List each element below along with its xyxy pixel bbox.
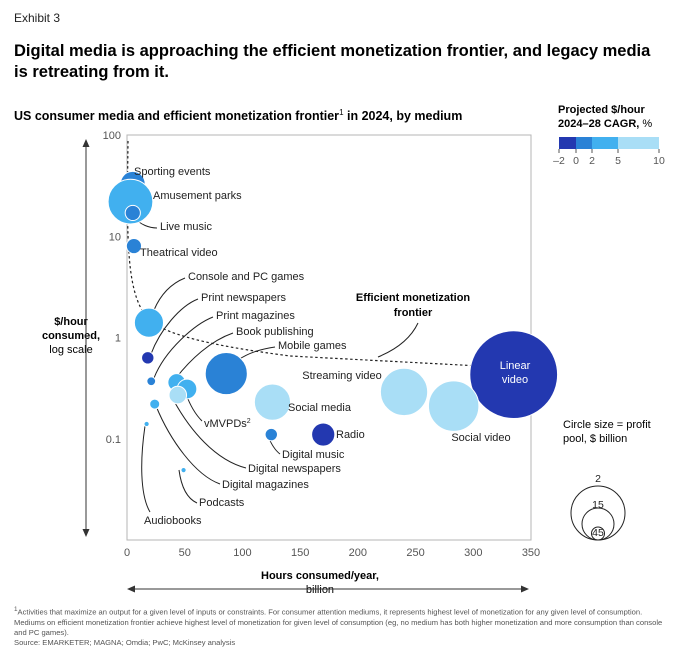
point-label-live-music: Live music [160,221,212,233]
leader-print-newspapers [150,298,199,355]
y-axis-arrow-down [82,529,90,537]
leader-digital-magazines [155,405,221,485]
bubble-mobile-games [204,352,248,396]
point-label-digital-music: Digital music [282,449,345,461]
bubble-digital-music [264,427,278,442]
point-label-social-video: Social video [451,432,510,444]
bubble-linear-video [469,330,559,420]
chart-title: US consumer media and efficient monetiza… [14,108,462,123]
size-legend-label-15: 15 [592,499,604,511]
point-label-mobile-games: Mobile games [278,340,347,352]
footnote: 1Activities that maximize an output for … [14,605,664,648]
frontier-leader [377,322,419,358]
bubble-radio [311,422,336,447]
color-legend-swatch-4 [618,137,659,149]
point-label-audiobooks: Audiobooks [144,515,202,527]
color-legend-tick-label-2: 2 [589,155,595,167]
x-tick-label-100: 100 [233,547,251,559]
footnote-marker: 1 [14,606,18,613]
size-legend-label-2: 2 [595,473,601,485]
point-label-book-publishing: Book publishing [236,326,314,338]
x-axis-arrow-right [521,585,529,593]
leader-print-magazines [153,316,214,379]
point-label-digital-magazines: Digital magazines [222,479,309,491]
size-legend-title: Circle size = profit pool, $ billion [563,419,651,445]
x-tick-label-250: 250 [406,547,424,559]
color-legend-tick-label-1: 0 [573,155,579,167]
bubble-live-music [124,204,141,222]
x-tick-label-300: 300 [464,547,482,559]
y-tick-label-1: 1 [115,333,121,345]
color-legend-title-line1: Projected $/hour [558,104,645,116]
bubble-podcasts [180,467,187,474]
point-label-streaming-video: Streaming video [302,370,382,382]
footnote-source: Source: EMARKETER; MAGNA; Omdia; PwC; Mc… [14,637,236,647]
leader-podcasts [178,469,198,504]
bubble-print-newspapers [141,351,155,365]
y-axis-arrow-up [82,139,90,147]
leader-mobile-games [237,346,276,361]
bubble-social-video [427,380,480,432]
point-label-print-magazines: Print magazines [216,310,295,322]
bubble-console-and-pc-games [133,307,164,338]
bubble-audiobooks [143,420,150,428]
x-tick-label-50: 50 [179,547,191,559]
point-label-vmvpds: vMVPDs2 [204,418,251,430]
point-label-social-media: Social media [288,402,352,414]
bubble-streaming-video [379,367,429,417]
x-tick-label-350: 350 [522,547,540,559]
point-label-print-newspapers: Print newspapers [201,292,286,304]
y-tick-label-0-1: 0.1 [106,434,121,446]
chart-title-suffix: in 2024, by medium [343,109,463,124]
size-legend-label-45: 45 [592,527,604,539]
footnote-text: Activities that maximize an output for a… [14,607,663,637]
leader-console-and-pc-games [153,277,186,311]
chart-title-text: US consumer media and efficient monetiza… [14,109,340,124]
chart-title-footnote-marker: 1 [339,108,344,117]
point-label-sporting-events: Sporting events [134,166,211,178]
point-label-radio: Radio [336,429,365,441]
point-label-console-and-pc-games: Console and PC games [188,271,305,283]
bubble-amusement-parks [107,178,154,225]
color-legend-unit: % [642,118,653,130]
frontier-label: Efficient monetization frontier [356,292,471,319]
x-axis-label-unit: billion [305,584,335,596]
x-axis-label: Hours consumed/year, billion [220,569,420,597]
exhibit-label: Exhibit 3 [14,11,61,25]
leader-audiobooks [141,425,151,513]
leader-digital-newspapers [173,400,247,469]
headline: Digital media is approaching the efficie… [14,42,651,81]
color-legend-tick-label-4: 10 [653,155,665,167]
bubble-social-media [253,383,292,421]
color-legend-tick-label-0: –2 [553,155,565,167]
bubble-theatrical-video [125,237,143,255]
color-legend-title: Projected $/hour 2024–28 CAGR, % [558,103,652,131]
x-axis-label-bold: Hours consumed/year, [261,570,379,582]
size-legend-circle-2 [591,526,605,541]
bubble-digital-magazines [149,398,161,410]
color-legend-swatch-1 [559,137,576,149]
point-label-theatrical-video: Theatrical video [140,247,218,259]
color-legend-title-line2: 2024–28 CAGR, [558,118,640,130]
point-label-digital-newspapers: Digital newspapers [248,463,341,475]
point-label-linear-video: Linear video [500,360,531,386]
x-tick-label-150: 150 [291,547,309,559]
x-tick-label-0: 0 [124,547,130,559]
y-tick-label-10: 10 [109,231,121,243]
x-tick-label-200: 200 [349,547,367,559]
point-label-amusement-parks: Amusement parks [153,190,242,202]
color-legend-swatch-2 [576,137,592,149]
y-axis-label-unit: log scale [49,344,93,356]
bubble-digital-newspapers [168,385,188,405]
x-axis-arrow-left [127,585,135,593]
y-tick-label-100: 100 [103,130,121,142]
color-legend-swatch-3 [592,137,618,149]
color-legend-tick-label-3: 5 [615,155,621,167]
bubble-print-magazines [146,376,157,387]
point-label-podcasts: Podcasts [199,497,245,509]
leader-book-publishing [175,332,234,379]
